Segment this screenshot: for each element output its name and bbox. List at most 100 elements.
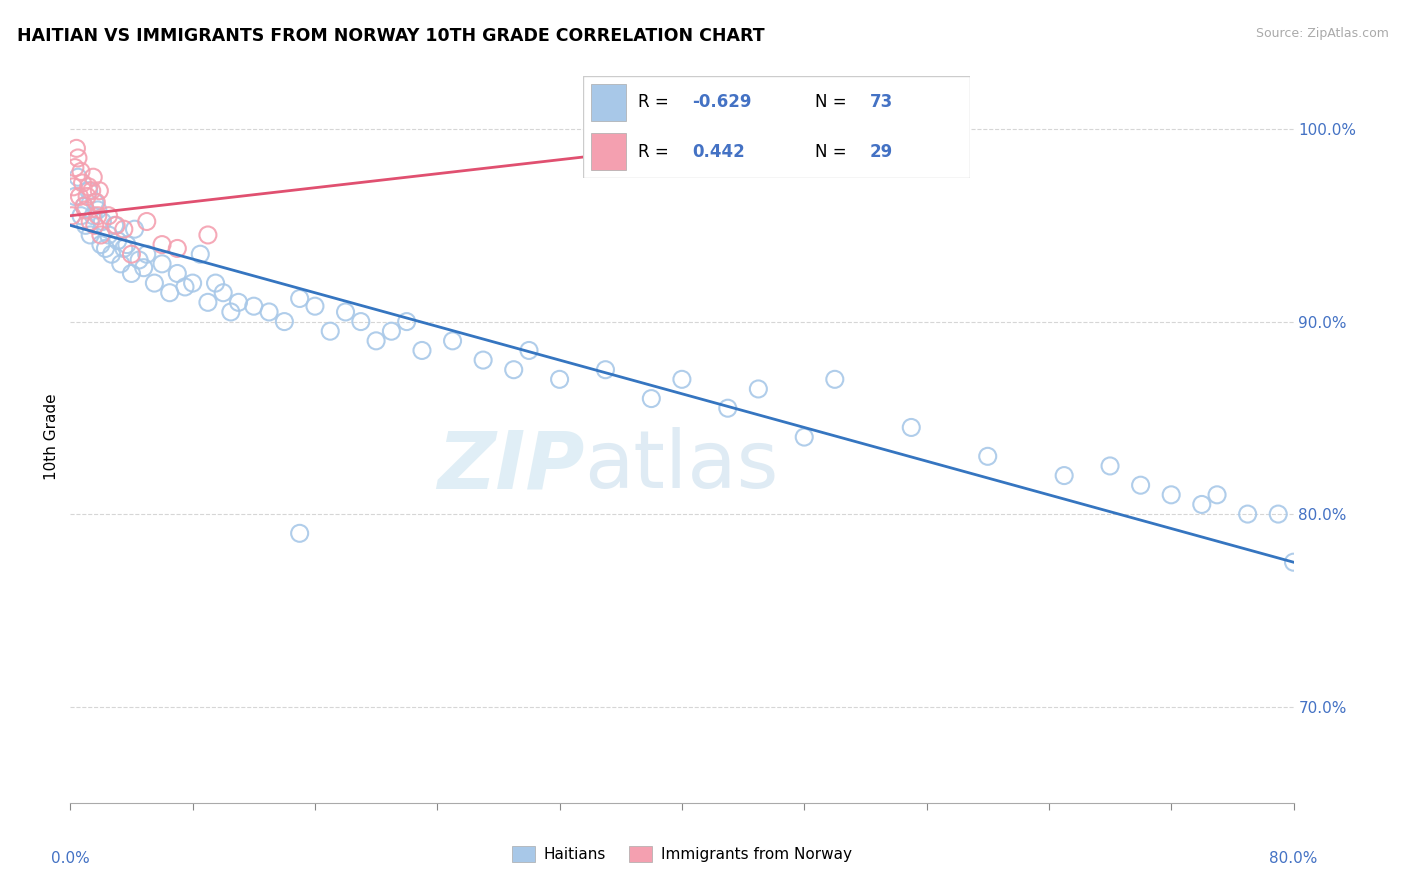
Point xyxy=(517,343,540,358)
Point xyxy=(132,260,155,275)
Point xyxy=(63,189,86,203)
Point xyxy=(135,247,157,261)
Legend: Haitians, Immigrants from Norway: Haitians, Immigrants from Norway xyxy=(506,840,858,868)
Point xyxy=(335,305,357,319)
Point xyxy=(66,151,89,165)
Point xyxy=(63,161,86,175)
Point xyxy=(70,164,93,178)
Point xyxy=(159,285,181,300)
Point xyxy=(366,334,388,348)
Point xyxy=(83,195,105,210)
Point xyxy=(97,227,120,242)
Point xyxy=(395,315,418,329)
Point xyxy=(188,247,211,261)
Point xyxy=(90,237,112,252)
Point xyxy=(75,219,97,233)
Point xyxy=(62,179,84,194)
Point xyxy=(105,219,128,233)
Point xyxy=(900,420,922,434)
Point xyxy=(87,202,110,217)
Point xyxy=(79,214,101,228)
Point xyxy=(747,382,769,396)
Point xyxy=(1099,458,1122,473)
Point xyxy=(174,280,197,294)
Point xyxy=(288,526,311,541)
Point xyxy=(72,176,94,190)
Point xyxy=(77,184,100,198)
Point xyxy=(304,299,326,313)
Point xyxy=(150,237,173,252)
Point xyxy=(110,257,132,271)
Point xyxy=(91,214,114,228)
Text: atlas: atlas xyxy=(583,427,779,506)
Point xyxy=(1160,488,1182,502)
Point xyxy=(212,285,235,300)
Point xyxy=(107,234,129,248)
Text: R =: R = xyxy=(638,94,673,112)
Point xyxy=(112,242,135,256)
Point xyxy=(350,315,373,329)
Point xyxy=(97,209,120,223)
Text: N =: N = xyxy=(815,143,852,161)
Point xyxy=(502,362,524,376)
Point xyxy=(197,295,219,310)
Point xyxy=(595,362,617,376)
Text: 80.0%: 80.0% xyxy=(1270,851,1317,866)
Point xyxy=(824,372,846,386)
Point xyxy=(243,299,266,313)
Text: -0.629: -0.629 xyxy=(692,94,751,112)
Point xyxy=(94,242,117,256)
Point xyxy=(124,222,146,236)
Point xyxy=(87,209,110,223)
Point xyxy=(288,292,311,306)
Point xyxy=(70,209,93,223)
Text: R =: R = xyxy=(638,143,673,161)
Point xyxy=(76,189,98,203)
FancyBboxPatch shape xyxy=(583,76,970,178)
Point xyxy=(1053,468,1076,483)
Point xyxy=(411,343,433,358)
Point xyxy=(143,276,166,290)
Point xyxy=(380,324,402,338)
Point xyxy=(73,199,96,213)
FancyBboxPatch shape xyxy=(591,133,626,170)
Point xyxy=(671,372,693,386)
Point xyxy=(1206,488,1229,502)
Point xyxy=(548,372,571,386)
Point xyxy=(75,202,97,217)
Point xyxy=(166,242,188,256)
Point xyxy=(717,401,740,416)
Point xyxy=(60,209,83,223)
Point xyxy=(121,267,143,281)
Point xyxy=(181,276,204,290)
Point xyxy=(824,118,846,132)
Point xyxy=(1282,555,1305,569)
Y-axis label: 10th Grade: 10th Grade xyxy=(44,393,59,481)
Point xyxy=(204,276,226,290)
Point xyxy=(90,227,112,242)
Point xyxy=(166,267,188,281)
Point xyxy=(82,209,104,223)
Point xyxy=(112,222,135,236)
Point xyxy=(1129,478,1152,492)
Point xyxy=(73,199,96,213)
Point xyxy=(319,324,342,338)
Text: Source: ZipAtlas.com: Source: ZipAtlas.com xyxy=(1256,27,1389,40)
Point xyxy=(1267,507,1289,521)
Point xyxy=(793,430,815,444)
FancyBboxPatch shape xyxy=(591,84,626,121)
Point xyxy=(69,189,91,203)
Text: 29: 29 xyxy=(869,143,893,161)
Point xyxy=(1236,507,1258,521)
Text: ZIP: ZIP xyxy=(437,427,583,506)
Point xyxy=(441,334,464,348)
Text: HAITIAN VS IMMIGRANTS FROM NORWAY 10TH GRADE CORRELATION CHART: HAITIAN VS IMMIGRANTS FROM NORWAY 10TH G… xyxy=(17,27,765,45)
Point xyxy=(197,227,219,242)
Text: 73: 73 xyxy=(869,94,893,112)
Point xyxy=(472,353,495,368)
Point xyxy=(219,305,242,319)
Point xyxy=(77,179,100,194)
Point xyxy=(84,195,107,210)
Point xyxy=(80,184,103,198)
Text: 0.442: 0.442 xyxy=(692,143,745,161)
